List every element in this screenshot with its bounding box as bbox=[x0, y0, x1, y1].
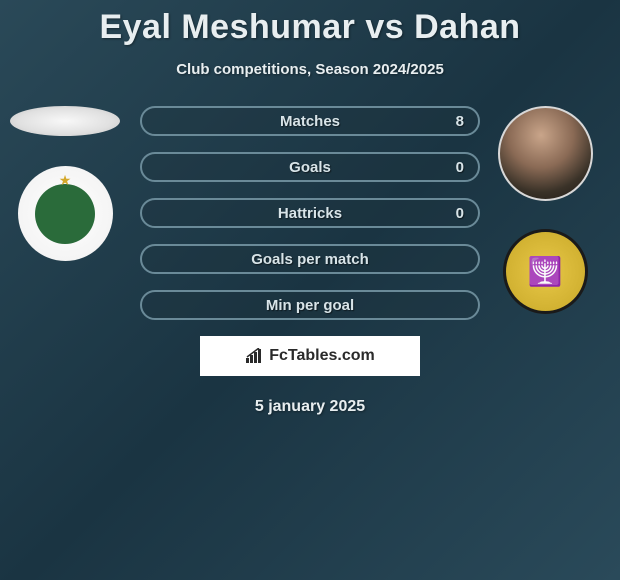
stat-value-right: 8 bbox=[456, 113, 464, 130]
stat-row-min-per-goal: Min per goal bbox=[140, 290, 480, 320]
stat-label: Hattricks bbox=[278, 205, 342, 222]
content-area: 🕎 Matches 8 Goals 0 Hattricks 0 Goals pe… bbox=[0, 106, 620, 416]
stat-row-goals-per-match: Goals per match bbox=[140, 244, 480, 274]
stat-value-right: 0 bbox=[456, 159, 464, 176]
menorah-icon: 🕎 bbox=[528, 255, 563, 288]
left-column bbox=[5, 106, 125, 261]
stat-label: Goals per match bbox=[251, 251, 369, 268]
footer-date: 5 january 2025 bbox=[0, 398, 620, 416]
stat-label: Min per goal bbox=[266, 297, 354, 314]
player-left-avatar bbox=[10, 106, 120, 136]
stats-list: Matches 8 Goals 0 Hattricks 0 Goals per … bbox=[140, 106, 480, 320]
page-subtitle: Club competitions, Season 2024/2025 bbox=[0, 61, 620, 78]
club-right-badge: 🕎 bbox=[503, 229, 588, 314]
chart-icon bbox=[245, 348, 265, 364]
stat-row-matches: Matches 8 bbox=[140, 106, 480, 136]
page-title: Eyal Meshumar vs Dahan bbox=[0, 0, 620, 47]
club-left-badge bbox=[18, 166, 113, 261]
brand-badge: FcTables.com bbox=[200, 336, 420, 376]
stat-label: Matches bbox=[280, 113, 340, 130]
brand-text: FcTables.com bbox=[269, 347, 375, 365]
stat-row-hattricks: Hattricks 0 bbox=[140, 198, 480, 228]
stat-value-right: 0 bbox=[456, 205, 464, 222]
right-column: 🕎 bbox=[490, 106, 600, 314]
player-right-avatar bbox=[498, 106, 593, 201]
stat-row-goals: Goals 0 bbox=[140, 152, 480, 182]
stat-label: Goals bbox=[289, 159, 331, 176]
club-left-badge-inner bbox=[35, 184, 95, 244]
